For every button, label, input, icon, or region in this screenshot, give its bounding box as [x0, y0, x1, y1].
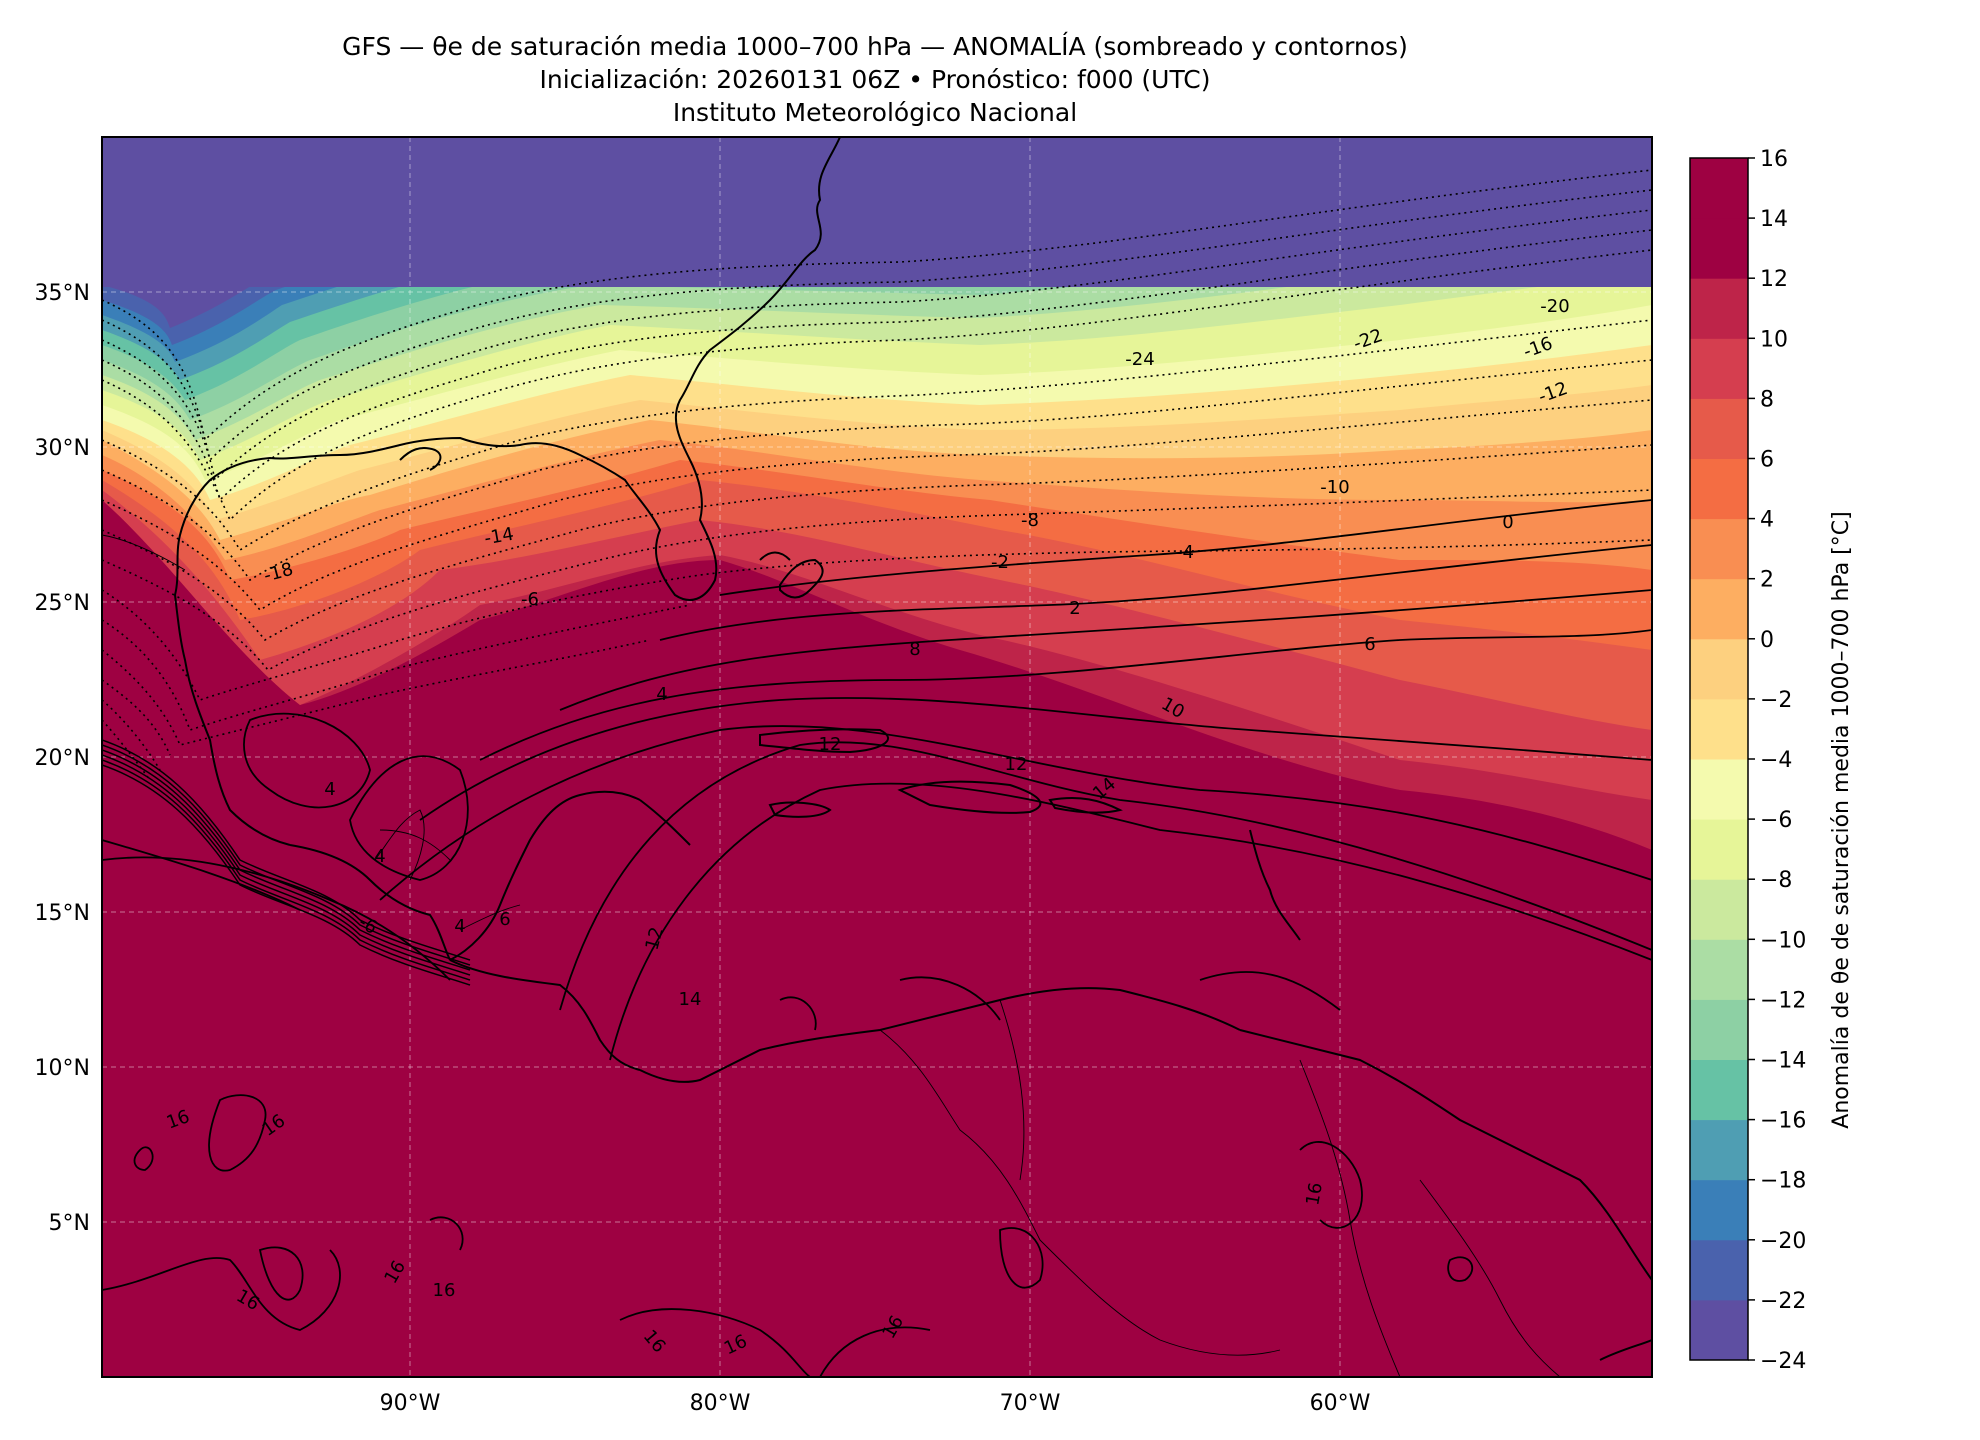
contour-label: -14 [483, 524, 516, 550]
colorbar-tick-label: 6 [1760, 448, 1774, 473]
lat-tick-label: 35°N [35, 281, 90, 306]
contour-label: -2 [991, 552, 1009, 573]
colorbar-tick-label: 10 [1760, 327, 1788, 352]
contour-label: 2 [1069, 598, 1080, 619]
map-subtitle-init: Inicialización: 20260131 06Z • Pronóstic… [539, 65, 1211, 94]
colorbar-tick-label: −2 [1760, 688, 1792, 713]
lat-tick-label: 15°N [35, 901, 90, 926]
lat-tick-label: 10°N [35, 1056, 90, 1081]
contour-label: -4 [1176, 542, 1194, 563]
contour-label: 16 [1302, 1181, 1327, 1207]
colorbar-tick-label: 14 [1760, 207, 1788, 232]
contour-label: -8 [1021, 510, 1039, 531]
colorbar-tick-label: 12 [1760, 267, 1788, 292]
country-borders [102, 534, 1561, 1377]
colorbar-bin [1690, 158, 1748, 219]
colorbar-tick-label: −18 [1760, 1169, 1806, 1194]
coastal-gradient-contours [102, 739, 471, 986]
lat-tick-label: 30°N [35, 436, 90, 461]
coastlines [173, 137, 1652, 1361]
colorbar-tick-label: 8 [1760, 387, 1774, 412]
negative-contours [102, 169, 1652, 781]
colorbar-tick-label: −10 [1760, 928, 1806, 953]
contour-label: 4 [454, 916, 465, 937]
colorbar-tick-label: −14 [1760, 1049, 1806, 1074]
colorbar-bin [1690, 578, 1748, 640]
map-title: GFS — θe de saturación media 1000–700 hP… [342, 32, 1408, 61]
colorbar-bin [1690, 879, 1748, 940]
colorbar-tick-label: −24 [1760, 1349, 1806, 1374]
colorbar-bin [1690, 819, 1748, 880]
colorbar-bin [1690, 338, 1748, 399]
colorbar-bin [1690, 939, 1748, 1000]
lon-tick-label: 70°W [1000, 1391, 1061, 1416]
lat-tick-label: 20°N [35, 746, 90, 771]
colorbar-tick-label: −20 [1760, 1229, 1806, 1254]
colorbar-tick-label: 2 [1760, 568, 1774, 593]
colorbar-tick-label: −8 [1760, 868, 1792, 893]
colorbar-tick-label: −6 [1760, 808, 1792, 833]
anomaly-field [102, 137, 1652, 1377]
contour-label: -24 [1125, 349, 1154, 370]
contour-label: 4 [324, 779, 335, 800]
colorbar-bin [1690, 1059, 1748, 1121]
latitude-ticks: 35°N 30°N 25°N 20°N 15°N 10°N 5°N [35, 281, 90, 1236]
colorbar-bin [1690, 458, 1748, 520]
colorbar-bin [1690, 1299, 1748, 1361]
contour-label: -20 [1540, 296, 1569, 317]
contour-label: 12 [1005, 754, 1028, 775]
contour-label: 4 [374, 846, 385, 867]
map-frame [101, 136, 1653, 1378]
colorbar-tick-label: 0 [1760, 628, 1774, 653]
contour-label: 6 [499, 909, 510, 930]
contour-label: -10 [1320, 477, 1349, 498]
contour-label: 8 [909, 639, 920, 660]
colorbar-bin [1690, 518, 1748, 580]
colorbar-bin [1690, 278, 1748, 339]
colorbar-bin [1690, 698, 1748, 760]
positive-contours [102, 499, 1652, 1377]
contour-label: -6 [521, 589, 539, 610]
colorbar-bin [1690, 398, 1748, 459]
contour-label: 12 [819, 734, 842, 755]
colorbar-bin [1690, 218, 1748, 279]
longitude-ticks: 90°W 80°W 70°W 60°W [380, 1391, 1371, 1416]
colorbar-tick-label: 16 [1760, 147, 1788, 172]
colorbar-bin [1690, 1119, 1748, 1181]
colorbar-label: Anomalía de θe de saturación media 1000–… [1829, 511, 1854, 1128]
lat-tick-label: 5°N [49, 1211, 90, 1236]
colorbar-bin [1690, 759, 1748, 820]
contour-label: 0 [1502, 512, 1513, 533]
contour-label: 6 [1364, 634, 1375, 655]
contour-label: 4 [656, 684, 667, 705]
colorbar-bin [1690, 1239, 1748, 1301]
graticule [102, 137, 1652, 1377]
colorbar-bin [1690, 999, 1748, 1060]
colorbar-tick-label: −22 [1760, 1289, 1806, 1314]
lon-tick-label: 60°W [1310, 1391, 1371, 1416]
contour-label: 14 [679, 989, 702, 1010]
lat-tick-label: 25°N [35, 591, 90, 616]
colorbar-bin [1690, 638, 1748, 700]
colorbar-bin [1690, 1179, 1748, 1241]
map-subtitle-institute: Instituto Meteorológico Nacional [672, 98, 1078, 127]
colorbar-tick-label: −12 [1760, 988, 1806, 1013]
colorbar-tick-label: −16 [1760, 1109, 1806, 1134]
lon-tick-label: 80°W [690, 1391, 751, 1416]
colorbar-tick-label: 4 [1760, 508, 1774, 533]
colorbar-tick-label: −4 [1760, 748, 1792, 773]
contour-label: 16 [433, 1280, 456, 1301]
lon-tick-label: 90°W [380, 1391, 441, 1416]
colorbar: −24−22−20−18−16−14−12−10−8−6−4−202468101… [1689, 147, 1806, 1374]
